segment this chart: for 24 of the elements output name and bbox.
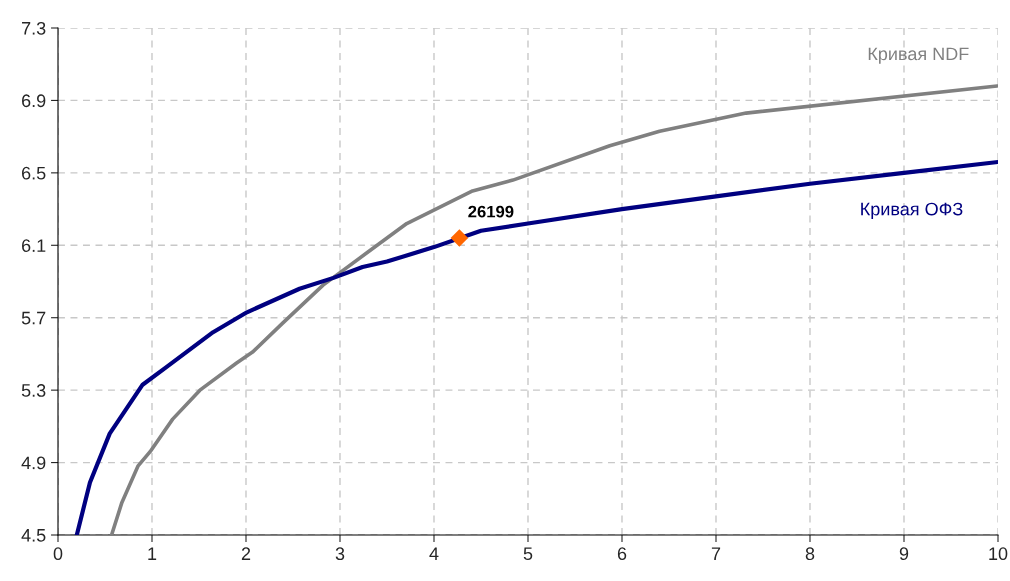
- series-label: Кривая ОФЗ: [861, 202, 963, 220]
- x-tick-label: 0: [53, 547, 63, 561]
- y-tick-label: 5.3: [21, 384, 46, 397]
- y-tick-label: 5.7: [21, 311, 46, 325]
- x-tick-label: 9: [899, 547, 909, 561]
- x-tick-label: 7: [711, 547, 721, 560]
- y-tick-label: 7.3: [22, 21, 46, 35]
- y-tick-label: 4.5: [21, 529, 46, 542]
- x-tick-label: 6: [617, 547, 627, 561]
- y-tick-label: 4.9: [21, 456, 46, 470]
- line-series: [74, 159, 998, 535]
- x-tick-label: 1: [148, 547, 157, 560]
- x-tick-label: 3: [335, 547, 345, 561]
- y-tick-label: 6.9: [22, 94, 46, 108]
- x-tick-label: 4: [429, 547, 439, 560]
- series-label: Кривая NDF: [868, 47, 969, 64]
- x-tick-label: 8: [805, 547, 815, 561]
- line-series: [109, 84, 998, 535]
- y-tick-label: 6.5: [22, 166, 46, 180]
- x-tick-label: 5: [523, 547, 533, 561]
- x-tick-label: 10: [989, 547, 1008, 561]
- x-tick-label: 2: [241, 547, 251, 560]
- annotation: 26199: [468, 205, 514, 218]
- y-tick-label: 6.1: [22, 239, 46, 253]
